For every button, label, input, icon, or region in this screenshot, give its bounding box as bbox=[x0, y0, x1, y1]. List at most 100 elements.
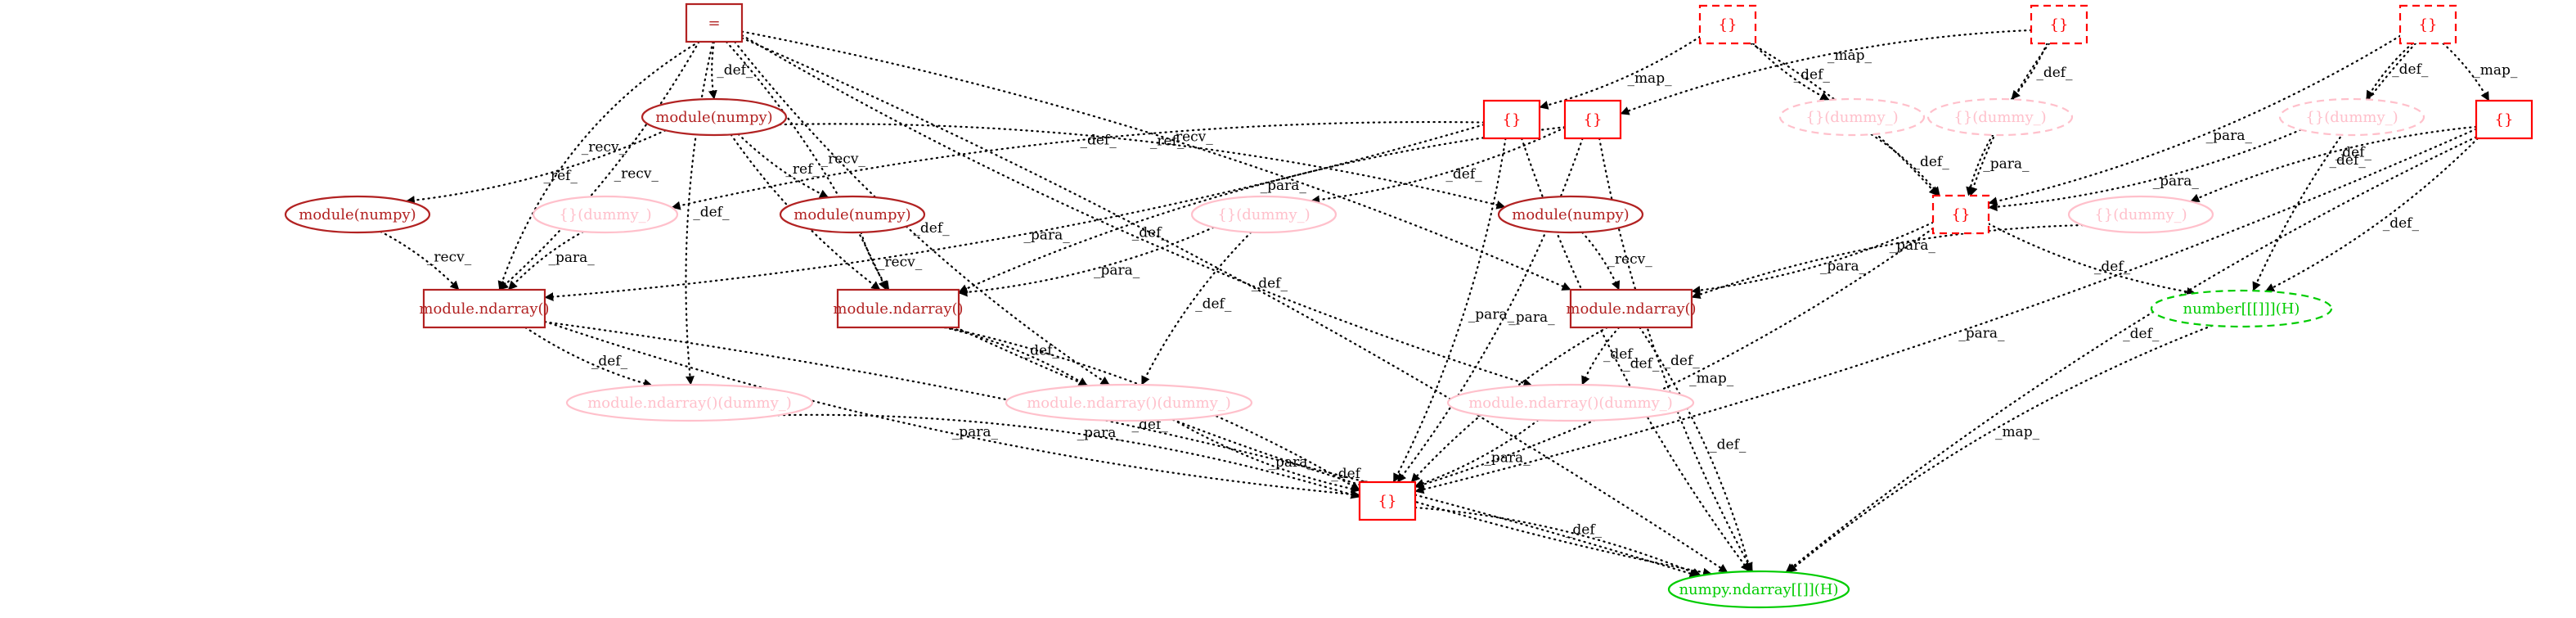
edge-assign-to-ndd_m: _def_ bbox=[734, 40, 1111, 386]
edge-line bbox=[1414, 419, 1540, 488]
edge-label: _def_ bbox=[2036, 65, 2073, 81]
node-label: {}(dummy_) bbox=[1217, 206, 1310, 223]
node-numpy-nd[interactable]: numpy.ndarray[[]](H) bbox=[1667, 570, 1850, 609]
edge-label: _recv_ bbox=[1168, 129, 1213, 146]
edge-label: _para_ bbox=[2206, 128, 2253, 144]
node-assign[interactable]: = bbox=[685, 2, 744, 43]
node-mod-r[interactable]: module(numpy) bbox=[1497, 195, 1644, 234]
node-label: {} bbox=[2495, 111, 2514, 129]
edge-nd_r-to-ndd_r: _def_ bbox=[1580, 326, 1640, 386]
edge-dict_a-to-numpy_nd: _def_ bbox=[1521, 137, 1751, 573]
node-box bbox=[2475, 99, 2533, 140]
node-ndd-m[interactable]: module.ndarray()(dummy_) bbox=[1005, 383, 1253, 422]
edge-line bbox=[380, 230, 461, 291]
edge-assign-to-numpy_nd: _def_ bbox=[740, 37, 1729, 574]
edge-line bbox=[1580, 231, 1621, 291]
edge-label: _para_ bbox=[1890, 237, 1936, 254]
node-ellipse bbox=[284, 195, 431, 234]
edge-label: _para_ bbox=[1484, 450, 1531, 467]
node-dict-top2[interactable]: {} bbox=[2030, 4, 2088, 45]
node-ndd-r[interactable]: module.ndarray()(dummy_) bbox=[1446, 383, 1695, 422]
node-dummy-c[interactable]: {}(dummy_) bbox=[1778, 97, 1926, 137]
edge-mod_top-to-mod_r: _ref_ bbox=[779, 123, 1506, 210]
node-mod-top[interactable]: module(numpy) bbox=[641, 97, 788, 137]
edge-line bbox=[957, 226, 1215, 297]
node-label: module(numpy) bbox=[1512, 206, 1629, 223]
edge-label: _recv_ bbox=[614, 165, 659, 182]
edge-line bbox=[1870, 133, 1941, 197]
edge-nd_l-to-dict_bottom: _para_ bbox=[543, 320, 1361, 499]
edge-dict_a-to-nd_l: _para_ bbox=[543, 124, 1486, 302]
node-box bbox=[1563, 99, 1622, 140]
node-label: {}(dummy_) bbox=[2094, 206, 2187, 223]
edge-line bbox=[2189, 125, 2478, 203]
edge-line bbox=[740, 34, 1533, 388]
node-nd-m[interactable]: module.ndarray() bbox=[833, 288, 964, 329]
node-dict-mid[interactable]: {} bbox=[1931, 194, 1990, 235]
node-dummy-d[interactable]: {}(dummy_) bbox=[1926, 97, 2074, 137]
node-dict-b[interactable]: {} bbox=[1563, 99, 1622, 140]
edge-assign-to-ndd_l: _def_ bbox=[685, 40, 730, 386]
node-dummy-e[interactable]: {}(dummy_) bbox=[2278, 97, 2425, 137]
node-mod-l[interactable]: module(numpy) bbox=[284, 195, 431, 234]
edge-line bbox=[777, 413, 1361, 499]
edge-ndd_m-to-dict_bottom: _para_ bbox=[1171, 418, 1361, 494]
edge-dummy_d-to-dict_mid: _para_ bbox=[1966, 133, 2030, 197]
edge-label: _map_ bbox=[1827, 47, 1872, 64]
node-box bbox=[836, 288, 960, 329]
node-dict-top1[interactable]: {} bbox=[1698, 4, 1757, 45]
edge-mod_m-to-nd_m: _recv_ bbox=[860, 231, 923, 291]
edge-label: _para_ bbox=[1508, 309, 1555, 326]
edge-label: _def_ bbox=[1023, 343, 1060, 359]
node-ellipse bbox=[2278, 97, 2425, 137]
edge-line bbox=[2252, 42, 2416, 292]
node-dict-a[interactable]: {} bbox=[1482, 99, 1541, 140]
edge-line bbox=[1414, 227, 1935, 489]
edge-dict_right-to-dummy_f: _def_ bbox=[2189, 125, 2478, 203]
edge-line bbox=[1140, 231, 1252, 386]
node-dict-bottom[interactable]: {} bbox=[1358, 480, 1417, 521]
node-box bbox=[1358, 480, 1417, 521]
node-dict-top3[interactable]: {} bbox=[2398, 4, 2457, 45]
node-ndd-l[interactable]: module.ndarray()(dummy_) bbox=[565, 383, 814, 422]
edge-line bbox=[1538, 35, 1702, 110]
edge-line bbox=[524, 326, 654, 388]
node-dummy-f[interactable]: {}(dummy_) bbox=[2067, 195, 2214, 234]
node-label: {} bbox=[2050, 16, 2069, 34]
node-number[interactable]: number[[[]]](H) bbox=[2150, 289, 2333, 328]
edge-line bbox=[543, 321, 1700, 578]
edge-line bbox=[740, 37, 1729, 574]
edge-line bbox=[955, 326, 1713, 577]
node-label: {} bbox=[1952, 206, 1971, 223]
node-dummy-a[interactable]: {}(dummy_) bbox=[532, 195, 679, 234]
edge-dict_mid-to-dict_bottom: _map_ bbox=[1414, 227, 1935, 489]
node-nd-l[interactable]: module.ndarray() bbox=[419, 288, 550, 329]
edge-line bbox=[543, 320, 1361, 499]
edge-label: _def_ bbox=[1445, 166, 1482, 183]
node-nd-r[interactable]: module.ndarray() bbox=[1566, 288, 1697, 329]
node-ellipse bbox=[1446, 383, 1695, 422]
node-dict-right[interactable]: {} bbox=[2475, 99, 2533, 140]
edge-label: _def_ bbox=[1566, 522, 1603, 539]
edge-line bbox=[1521, 137, 1751, 573]
node-label: {} bbox=[1503, 111, 1522, 129]
edge-line bbox=[1987, 34, 2402, 206]
edge-mod_top-to-mod_l: _ref_ bbox=[405, 129, 667, 205]
edge-dummy_f-to-nd_r: _para_ bbox=[1690, 223, 2084, 300]
node-mod-m[interactable]: module(numpy) bbox=[779, 195, 926, 234]
edge-label: _para_ bbox=[1269, 454, 1315, 471]
node-ellipse bbox=[565, 383, 814, 422]
edge-label: _map_ bbox=[1627, 70, 1672, 87]
node-label: module.ndarray() bbox=[1566, 300, 1696, 318]
edge-dict_right-to-dict_bottom: _para_ bbox=[1414, 128, 2478, 494]
edge-line bbox=[734, 40, 1111, 386]
edge-label: _def_ bbox=[1913, 154, 1949, 170]
node-dummy-b[interactable]: {}(dummy_) bbox=[1190, 195, 1337, 234]
edge-line bbox=[2365, 42, 2414, 101]
edge-assign-to-ndd_r: _def_ bbox=[740, 34, 1533, 388]
edge-label: _recv_ bbox=[582, 139, 627, 156]
edge-line bbox=[543, 124, 1486, 302]
node-label: {}(dummy_) bbox=[1953, 109, 2046, 126]
edge-line bbox=[1787, 324, 2214, 574]
edge-mod_top-to-mod_m: _ref_ bbox=[737, 133, 829, 199]
